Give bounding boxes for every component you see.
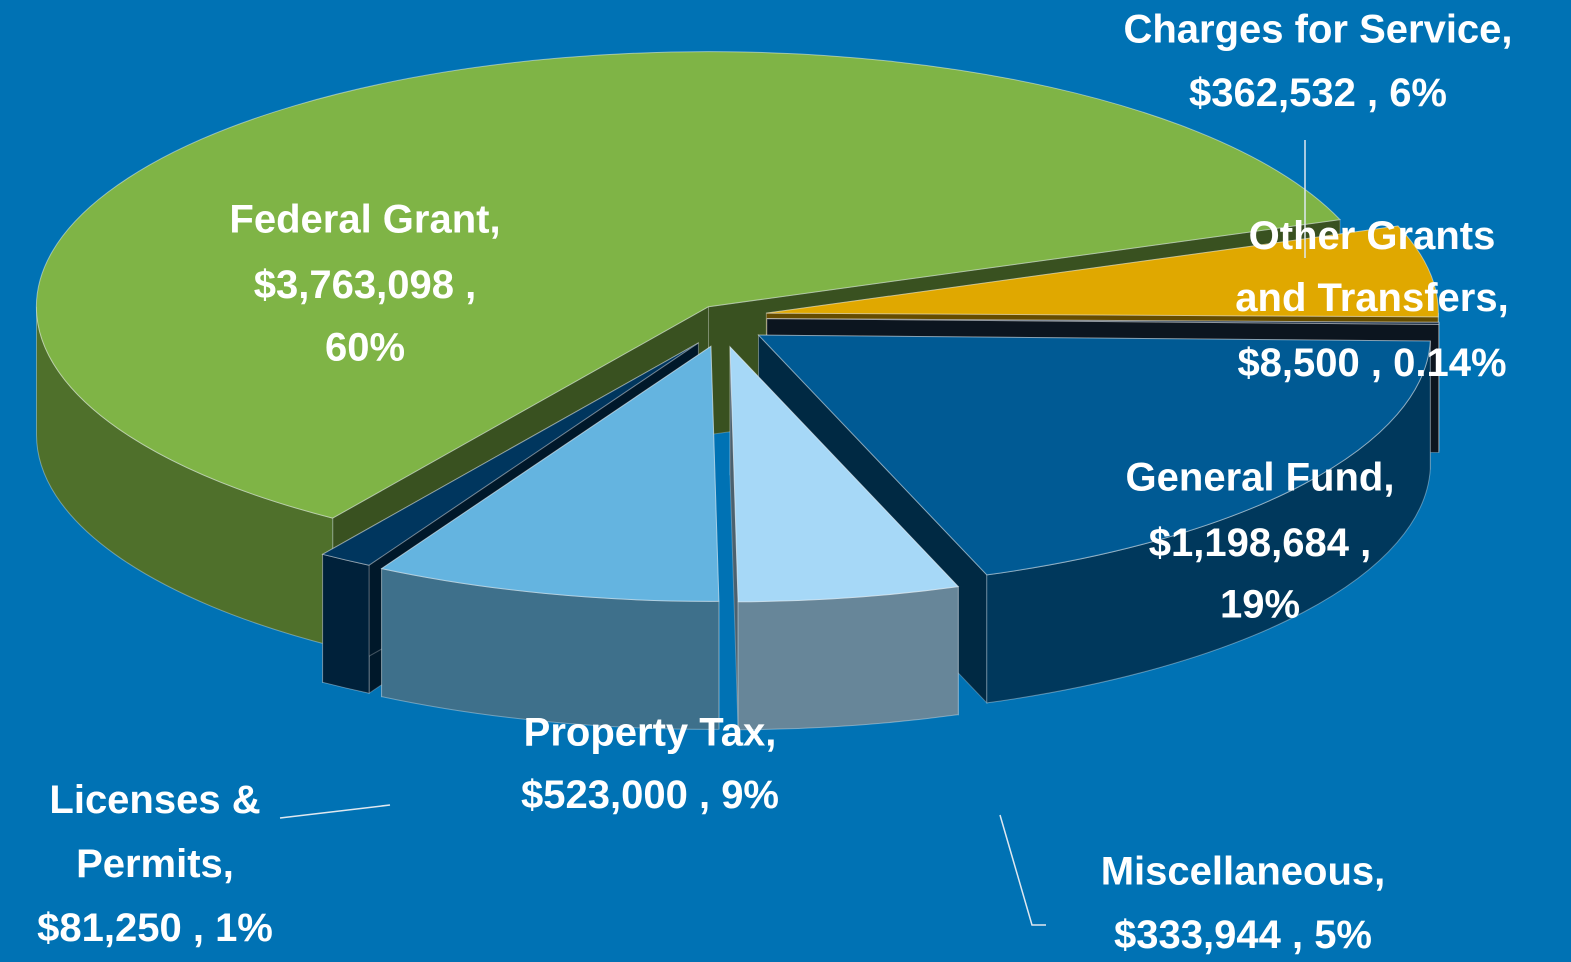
label-value: $8,500 , 0.14%: [1237, 341, 1506, 385]
percent-label: 19%: [1220, 583, 1300, 627]
label-name: General Fund,: [1126, 456, 1395, 500]
leader-line: [279, 804, 391, 819]
value-label: $8,500 ,: [1237, 341, 1382, 385]
label-name: Other Grants and Transfers,: [1235, 214, 1508, 320]
slice: [321, 342, 699, 566]
value-label: $1,198,684 ,: [1149, 521, 1371, 565]
value-label: $81,250 ,: [37, 906, 204, 950]
label-value: $3,763,098 ,: [254, 263, 476, 307]
label-name: Charges for Service,: [1123, 8, 1512, 52]
percent-label: 0.14%: [1393, 341, 1506, 385]
value-label: $523,000 ,: [521, 773, 710, 817]
slice: [766, 318, 1440, 326]
label-name: Miscellaneous,: [1101, 850, 1386, 894]
labels: Federal Grant, $3,763,098 , 60% Charges for…: [37, 8, 1512, 957]
leader-line: [999, 814, 1046, 926]
slice-wall: [737, 586, 959, 731]
label-value: $523,000 , 9%: [521, 773, 779, 817]
label-name: Licenses & Permits,: [49, 778, 260, 886]
label-name: Federal Grant,: [229, 198, 500, 242]
label-value: $81,250 , 1%: [37, 906, 273, 950]
value-label: $3,763,098 ,: [254, 263, 476, 307]
percent-label: 60%: [325, 326, 405, 370]
value-label: $333,944 ,: [1114, 913, 1303, 957]
value-label: $362,532 ,: [1189, 71, 1378, 115]
percent-label: 1%: [215, 906, 273, 950]
percent-label: 5%: [1314, 913, 1372, 957]
percent-label: 9%: [721, 773, 779, 817]
pie: [35, 51, 1440, 731]
slice-wall: [322, 553, 370, 694]
slice: [729, 345, 960, 603]
label-value: $1,198,684 ,: [1149, 521, 1371, 565]
label-value: $333,944 , 5%: [1114, 913, 1372, 957]
label-name: Property Tax,: [524, 711, 777, 755]
slice: [380, 345, 720, 602]
slice: [757, 334, 1431, 576]
percent-label: 6%: [1389, 71, 1447, 115]
slice: [766, 225, 1439, 318]
slice: [35, 51, 1342, 519]
label-value: $362,532 , 6%: [1189, 71, 1447, 115]
